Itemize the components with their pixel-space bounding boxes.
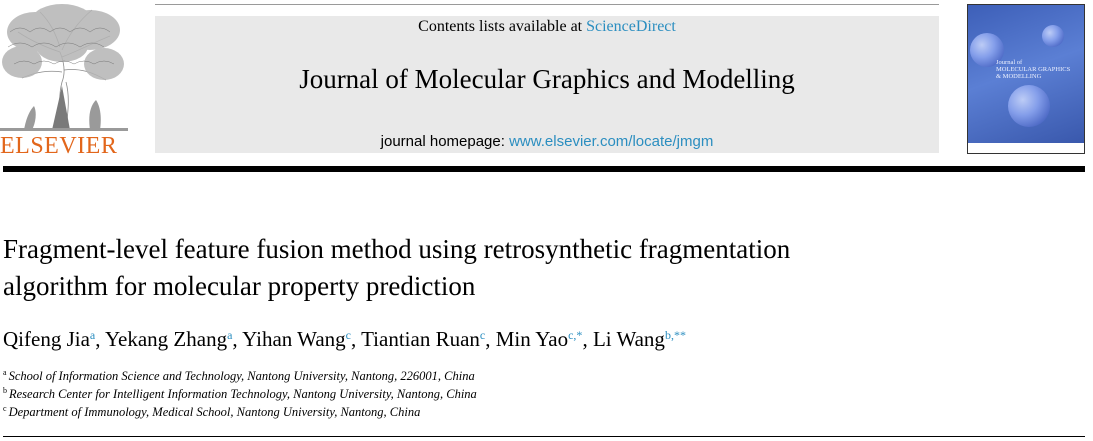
cover-sphere [1042,25,1064,47]
elsevier-logo[interactable]: ELSEVIER [0,2,128,158]
article-title-line: algorithm for molecular property predict… [3,271,476,301]
cover-title-line: & MODELLING [996,73,1042,80]
article-title: Fragment-level feature fusion method usi… [3,231,1003,305]
author-name: Yihan Wang [242,327,346,351]
author-affil-ref[interactable]: a [227,328,233,342]
sciencedirect-link[interactable]: ScienceDirect [586,18,676,35]
author-name: Yekang Zhang [104,327,228,351]
affiliation-text: Department of Immunology, Medical School… [8,405,421,419]
author-affil-ref[interactable]: c [345,328,351,342]
author-separator: , [95,327,105,351]
author-affil-ref[interactable]: a [89,328,96,342]
author-name: Qifeng Jia [3,327,90,351]
author-name: Li Wang [592,327,665,351]
affiliation: c Department of Immunology, Medical Schoo… [3,404,420,420]
header-rule [3,166,1085,172]
affiliation: b Research Center for Intelligent Informa… [3,386,477,402]
journal-cover[interactable]: Journal of MOLECULAR GRAPHICS & MODELLIN… [967,4,1085,154]
journal-title: Journal of Molecular Graphics and Modell… [299,64,795,94]
affiliation-text: School of Information Science and Techno… [8,369,475,383]
affiliation-key: c [3,404,7,413]
masthead-box [155,16,939,153]
homepage-link[interactable]: www.elsevier.com/locate/jmgm [509,133,714,150]
cover-sphere [970,33,1004,67]
author-affil-ref[interactable]: c [479,328,486,342]
author-separator: , [485,327,496,351]
affiliation-key: b [3,386,7,395]
author-separator: , [232,327,243,351]
elsevier-tree-icon [0,4,128,131]
cover-title-line: Journal of [996,59,1023,66]
article-title-line: Fragment-level feature fusion method usi… [3,234,791,264]
cover-footer [968,143,1084,153]
contents-prefix: Contents lists available at [418,18,587,35]
author-name: Min Yao [495,327,569,351]
author-separator: , [350,327,362,351]
publisher-name: ELSEVIER [0,133,118,159]
affiliation-text: Research Center for Intelligent Informat… [9,387,477,401]
contents-line: Contents lists available at ScienceDirec… [155,16,939,38]
homepage-prefix: journal homepage: [380,133,510,150]
cover-sphere [1008,85,1050,127]
homepage-line: journal homepage: www.elsevier.com/locat… [155,131,939,153]
masthead-top-rule [155,4,939,5]
author-name: Tiantian Ruan [361,327,480,351]
author-affil-ref[interactable]: c,* [568,328,583,342]
cover-title-line: MOLECULAR GRAPHICS [996,66,1071,73]
author-separator: , [582,327,593,351]
affiliation-key: a [3,368,7,377]
section-rule [3,436,1085,437]
affiliation: a School of Information Science and Techn… [3,368,475,384]
author-affil-ref[interactable]: b,** [664,328,686,342]
cover-title: Journal of MOLECULAR GRAPHICS & MODELLIN… [996,59,1084,80]
author-list: Qifeng Jiaa, Yekang Zhanga, Yihan Wangc,… [3,325,1083,353]
